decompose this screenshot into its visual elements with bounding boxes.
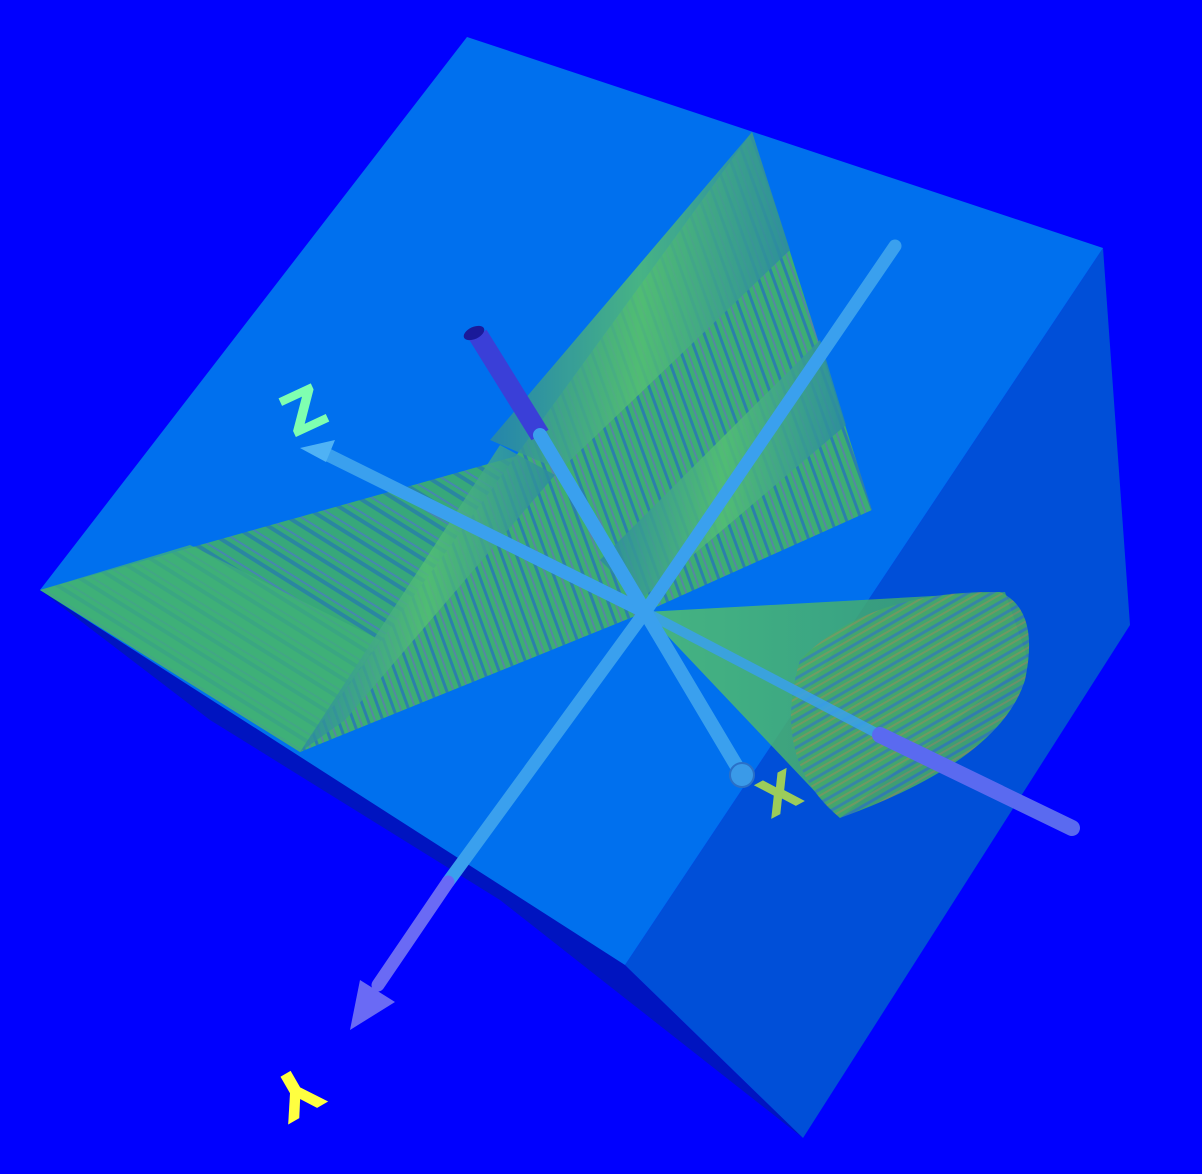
surface-plot [40, 132, 1030, 818]
x-axis-shaft-right-outer [872, 727, 1080, 836]
x-axis-marker [729, 762, 755, 788]
surface-cone-opening [791, 591, 1030, 818]
surface-left-band [40, 545, 380, 752]
y-axis-shaft-outer [371, 875, 455, 992]
x-axis-shaft-cap [463, 325, 485, 341]
z-axis-arrowhead [300, 440, 335, 462]
surface-band-1 [490, 132, 790, 470]
x-axis-shaft-right [640, 607, 885, 740]
x-axis-shaft [533, 428, 749, 782]
y-axis-shaft-positive [638, 239, 902, 619]
z-axis-shaft [315, 445, 652, 619]
y-axis-arrowhead [350, 980, 395, 1030]
y-axis-label: Y [258, 1049, 335, 1136]
y-axis-shaft [441, 605, 652, 889]
x-axis-shaft-negative [469, 329, 549, 441]
cube-bottom-face [40, 590, 803, 1138]
axes [300, 239, 1080, 1030]
surface-band-3 [300, 445, 555, 752]
